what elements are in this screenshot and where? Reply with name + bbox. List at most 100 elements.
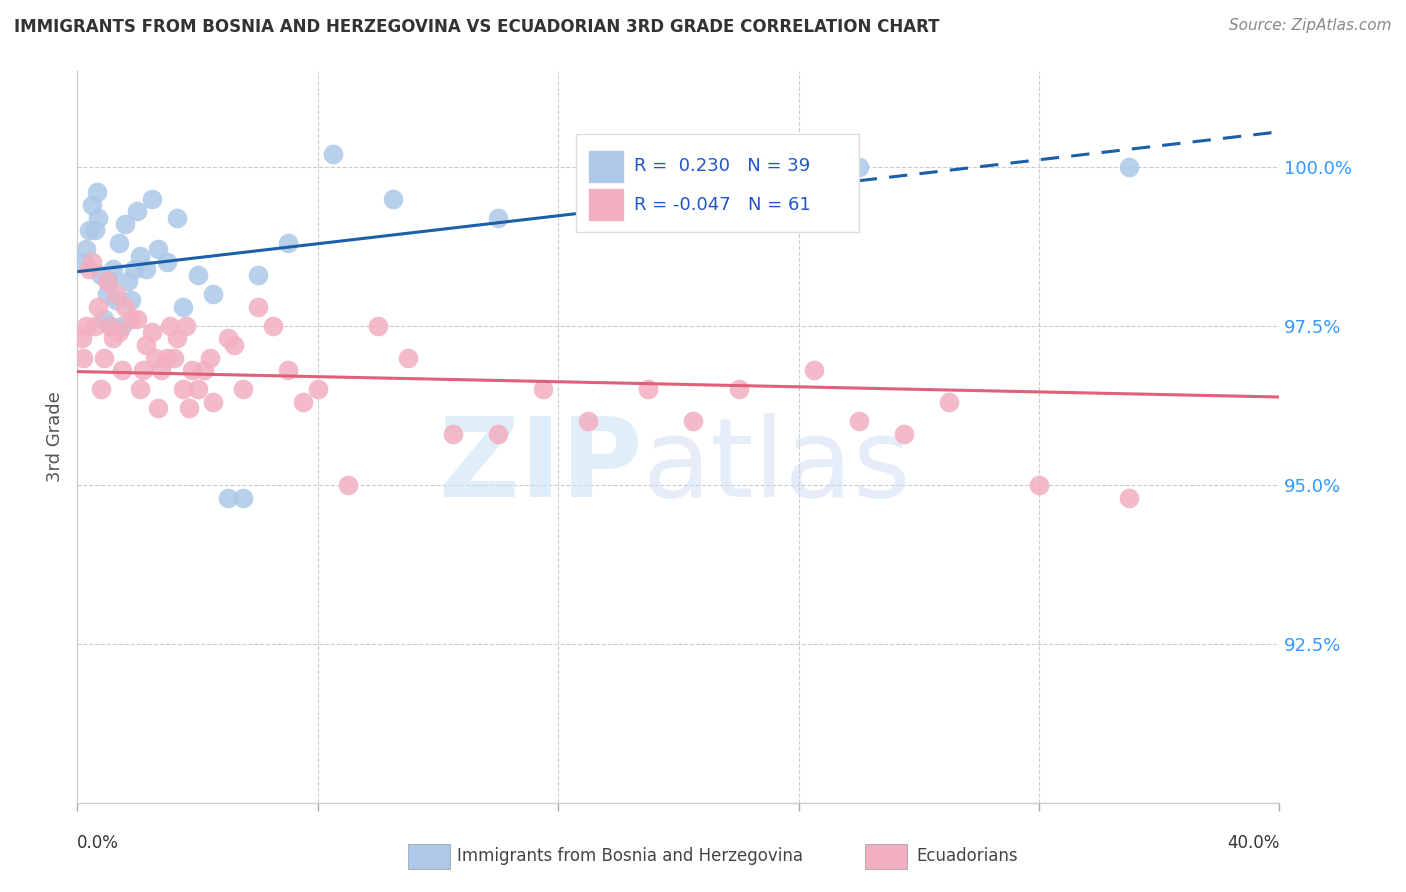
- Point: [117, 274, 139, 288]
- Point: [367, 318, 389, 333]
- Bar: [588, 188, 624, 221]
- Point: [848, 414, 870, 428]
- Point: [84, 318, 107, 333]
- Point: [96, 274, 118, 288]
- Point: [262, 318, 284, 333]
- Point: [727, 383, 749, 397]
- Point: [174, 318, 197, 333]
- Point: [1118, 160, 1140, 174]
- Point: [217, 331, 239, 345]
- Point: [100, 318, 122, 333]
- Text: R =  0.230   N = 39: R = 0.230 N = 39: [634, 158, 810, 176]
- Point: [150, 363, 173, 377]
- Point: [486, 211, 509, 225]
- Point: [172, 300, 194, 314]
- Point: [135, 338, 157, 352]
- Y-axis label: 3rd Grade: 3rd Grade: [46, 392, 65, 483]
- Point: [86, 185, 108, 199]
- Text: Ecuadorians: Ecuadorians: [917, 847, 1018, 865]
- Point: [87, 300, 110, 314]
- Text: IMMIGRANTS FROM BOSNIA AND HERZEGOVINA VS ECUADORIAN 3RD GRADE CORRELATION CHART: IMMIGRANTS FROM BOSNIA AND HERZEGOVINA V…: [14, 18, 939, 36]
- Point: [108, 236, 131, 251]
- Point: [177, 401, 200, 416]
- Point: [111, 363, 134, 377]
- Point: [803, 363, 825, 377]
- Point: [291, 395, 314, 409]
- Point: [75, 318, 97, 333]
- Text: 40.0%: 40.0%: [1227, 834, 1279, 852]
- Text: R = -0.047   N = 61: R = -0.047 N = 61: [634, 196, 811, 214]
- Point: [277, 363, 299, 377]
- Point: [246, 268, 269, 282]
- Point: [97, 274, 120, 288]
- Point: [111, 318, 134, 333]
- Point: [70, 331, 93, 345]
- Point: [82, 255, 104, 269]
- Point: [1028, 477, 1050, 491]
- Point: [120, 312, 142, 326]
- Point: [232, 383, 254, 397]
- Point: [124, 261, 146, 276]
- Point: [576, 414, 599, 428]
- Point: [90, 268, 112, 282]
- Point: [93, 351, 115, 365]
- Point: [277, 236, 299, 251]
- Point: [87, 211, 110, 225]
- Point: [381, 192, 404, 206]
- Point: [105, 287, 128, 301]
- Point: [100, 318, 122, 333]
- Point: [307, 383, 329, 397]
- Point: [166, 211, 188, 225]
- Point: [129, 249, 152, 263]
- Point: [114, 217, 136, 231]
- Point: [201, 395, 224, 409]
- Point: [848, 160, 870, 174]
- Point: [148, 243, 170, 257]
- Point: [637, 383, 659, 397]
- Point: [120, 293, 142, 308]
- Point: [90, 383, 112, 397]
- Point: [193, 363, 215, 377]
- Point: [166, 331, 188, 345]
- Point: [145, 351, 167, 365]
- Point: [135, 261, 157, 276]
- Point: [79, 261, 101, 276]
- Point: [114, 300, 136, 314]
- Point: [172, 383, 194, 397]
- Text: Source: ZipAtlas.com: Source: ZipAtlas.com: [1229, 18, 1392, 33]
- Point: [187, 383, 209, 397]
- Point: [187, 268, 209, 282]
- Point: [82, 198, 104, 212]
- Point: [72, 351, 94, 365]
- Point: [441, 426, 464, 441]
- Point: [222, 338, 245, 352]
- Point: [198, 351, 221, 365]
- Point: [72, 255, 94, 269]
- Text: atlas: atlas: [643, 413, 911, 520]
- Point: [531, 383, 554, 397]
- Text: 0.0%: 0.0%: [77, 834, 120, 852]
- Point: [156, 255, 179, 269]
- Point: [162, 351, 184, 365]
- Point: [103, 331, 125, 345]
- Point: [217, 491, 239, 505]
- Point: [108, 325, 131, 339]
- Text: Immigrants from Bosnia and Herzegovina: Immigrants from Bosnia and Herzegovina: [457, 847, 803, 865]
- Point: [201, 287, 224, 301]
- Point: [893, 426, 915, 441]
- Point: [1118, 491, 1140, 505]
- FancyBboxPatch shape: [576, 134, 859, 232]
- Point: [141, 192, 163, 206]
- Point: [156, 351, 179, 365]
- Point: [486, 426, 509, 441]
- Point: [148, 401, 170, 416]
- Point: [396, 351, 419, 365]
- Point: [938, 395, 960, 409]
- Point: [336, 477, 359, 491]
- Point: [682, 414, 704, 428]
- Point: [180, 363, 202, 377]
- Point: [141, 325, 163, 339]
- Point: [246, 300, 269, 314]
- Point: [129, 383, 152, 397]
- Bar: [588, 150, 624, 183]
